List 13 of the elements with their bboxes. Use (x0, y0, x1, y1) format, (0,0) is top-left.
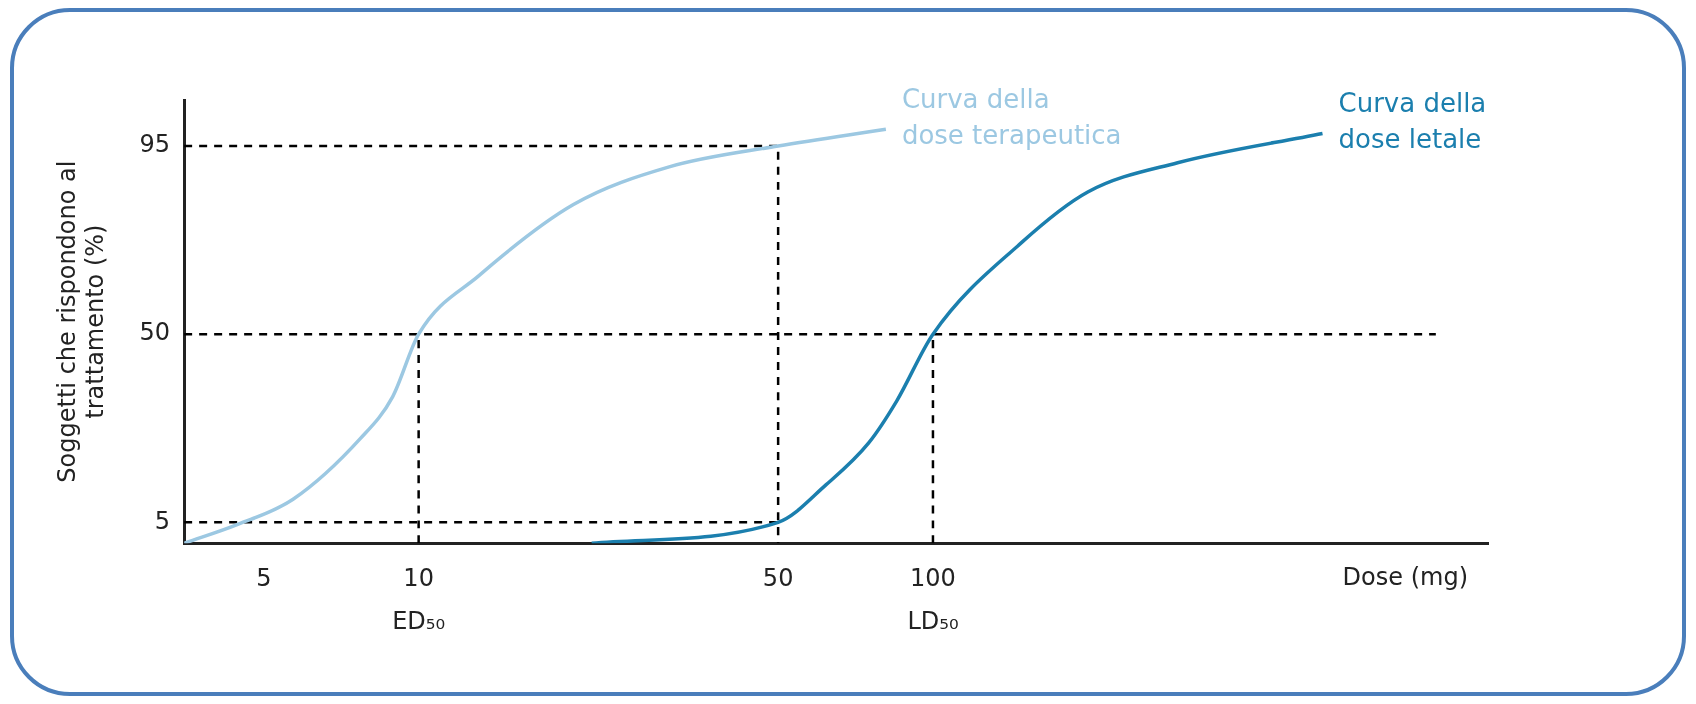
y-tick-label: 5 (154, 506, 171, 535)
x-tick-label: 10 (403, 563, 434, 592)
annotation: LD₅₀ (907, 607, 959, 636)
x-tick-label: 100 (910, 563, 956, 592)
annotation: ED₅₀ (392, 607, 446, 636)
y-tick-label: 95 (139, 130, 171, 159)
series-label: Curva della dose letale (1338, 88, 1487, 155)
x-axis-title: Dose (mg) (1342, 563, 1468, 592)
y-axis-title: Soggetti che rispondono al trattamento (%) (52, 160, 110, 483)
y-tick-label: 50 (139, 318, 171, 347)
series-label: Curva della dose terapeutica (901, 84, 1122, 151)
x-tick-label: 50 (762, 563, 794, 592)
x-tick-label: 5 (256, 563, 272, 592)
